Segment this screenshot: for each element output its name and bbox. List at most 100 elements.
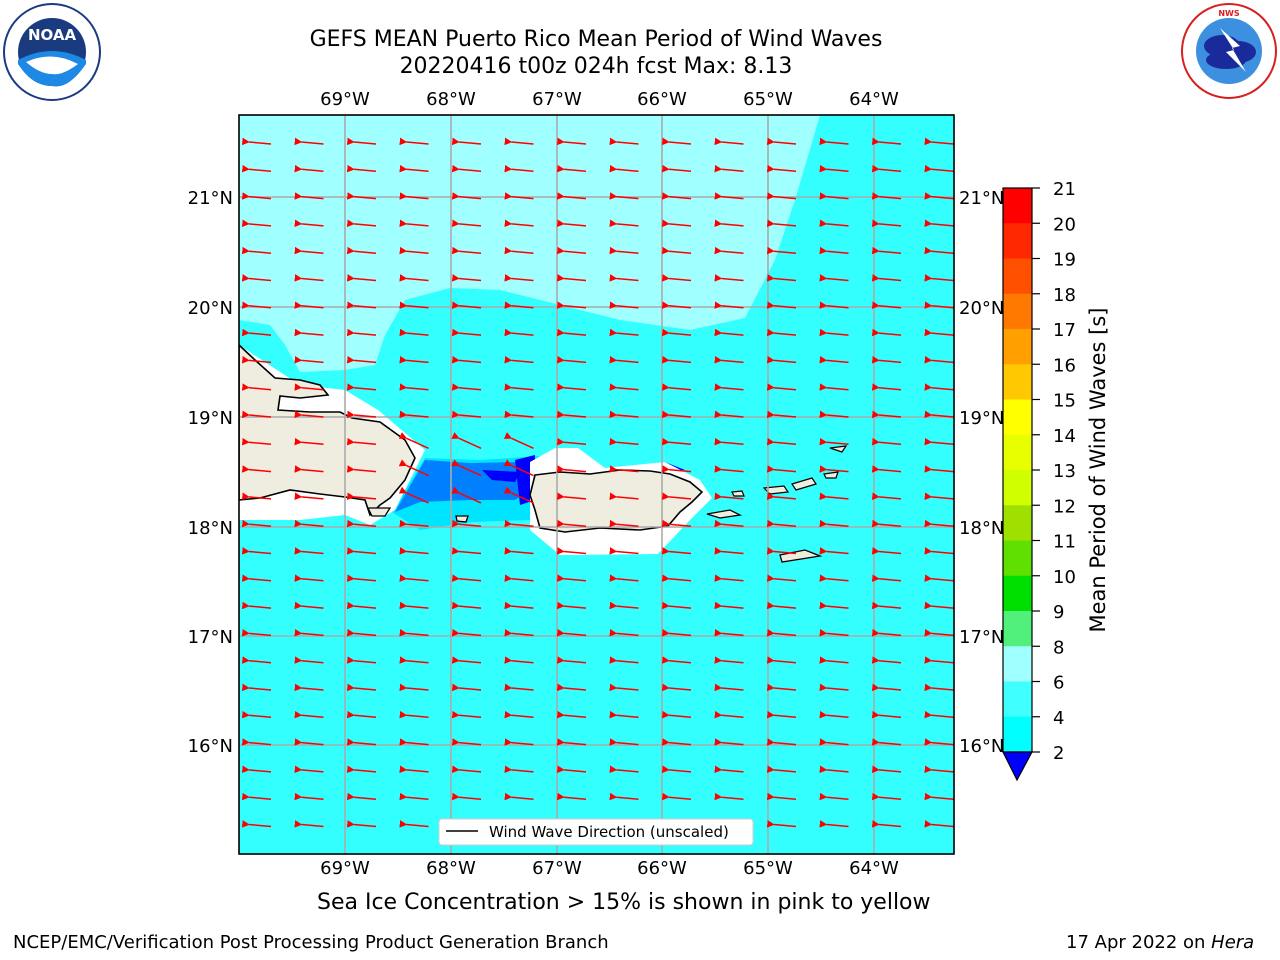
colorbar-cell: [1003, 434, 1032, 471]
wind-wave-arrow: [346, 710, 377, 719]
wind-wave-arrow: [766, 738, 797, 746]
wind-wave-arrow: [556, 574, 587, 582]
wind-wave-arrow: [714, 547, 744, 555]
wind-wave-arrow: [714, 792, 744, 801]
wind-wave-arrow: [609, 574, 639, 582]
wind-wave-arrow: [504, 656, 534, 664]
wind-wave-arrow: [714, 437, 744, 446]
wind-wave-arrow: [819, 601, 849, 610]
wind-wave-arrow: [819, 792, 849, 801]
wind-wave-arrow: [924, 301, 954, 309]
wind-wave-arrow: [451, 738, 482, 746]
wind-wave-arrow: [346, 656, 377, 664]
wind-wave-arrow: [399, 356, 429, 364]
wind-wave-arrow: [766, 356, 797, 364]
wind-wave-arrow: [294, 246, 324, 255]
wind-wave-arrow: [294, 437, 324, 446]
wind-wave-arrow: [819, 765, 849, 774]
wind-wave-arrow: [819, 574, 849, 582]
wind-wave-arrow: [609, 437, 639, 446]
wind-wave-arrow: [924, 629, 954, 637]
wind-wave-arrow: [924, 683, 954, 692]
wind-wave-arrow: [556, 792, 587, 801]
colorbar-cell: [1003, 223, 1032, 259]
wind-wave-arrow: [819, 547, 849, 555]
wind-wave-arrow: [451, 432, 482, 449]
wind-wave-arrow: [294, 465, 324, 473]
lon-label-top: 65°W: [743, 89, 793, 110]
wind-wave-arrow: [714, 192, 744, 200]
wind-wave-arrow: [714, 356, 744, 364]
wind-wave-arrow: [819, 410, 849, 419]
wind-wave-arrow: [871, 792, 902, 801]
lat-label-right: 19°N: [959, 408, 1004, 429]
wind-wave-arrow: [504, 301, 534, 309]
chart-subtitle: 20220416 t00z 024h fcst Max: 8.13: [399, 54, 793, 79]
wind-wave-arrow: [451, 356, 482, 364]
wind-wave-arrow: [451, 574, 482, 582]
wind-wave-arrow: [241, 274, 272, 282]
wind-wave-arrow: [241, 574, 272, 582]
wind-wave-arrow: [504, 219, 534, 228]
colorbar-tick-label: 4: [1053, 708, 1064, 729]
wind-wave-arrow: [766, 629, 797, 637]
mona-passage-dark: [482, 470, 520, 482]
lon-label-bottom: 67°W: [532, 858, 582, 879]
wind-wave-arrow: [819, 683, 849, 692]
colorbar-cell: [1003, 329, 1032, 365]
wind-wave-arrow: [556, 246, 587, 255]
wind-wave-arrow: [871, 383, 902, 391]
wind-wave-arrow: [556, 356, 587, 364]
wind-wave-arrow: [504, 137, 534, 146]
wind-wave-arrow: [819, 219, 849, 228]
wind-wave-arrow: [399, 519, 429, 528]
wind-wave-arrow: [819, 465, 849, 473]
wind-wave-arrow: [609, 547, 639, 555]
wind-wave-arrow: [661, 738, 692, 746]
wind-wave-arrow: [294, 356, 324, 364]
wind-wave-arrow: [346, 192, 377, 200]
wind-wave-arrow: [609, 683, 639, 692]
wind-wave-arrow: [871, 574, 902, 582]
wind-wave-arrow: [661, 410, 692, 419]
wind-wave-arrow: [241, 410, 272, 419]
wind-wave-arrow: [504, 356, 534, 364]
wind-wave-arrow: [609, 465, 639, 473]
wind-wave-arrow: [609, 192, 639, 200]
wind-wave-arrow: [346, 492, 377, 501]
wind-wave-arrow: [871, 465, 902, 473]
wind-wave-arrow: [346, 683, 377, 692]
wind-wave-arrow: [924, 192, 954, 200]
wind-wave-arrow: [871, 356, 902, 364]
wind-wave-arrow: [714, 519, 744, 528]
wind-wave-arrow: [609, 328, 639, 337]
wind-wave-arrow: [294, 792, 324, 801]
wind-wave-arrow: [871, 137, 902, 146]
wind-wave-arrow: [241, 519, 272, 528]
wind-wave-arrow: [399, 547, 429, 555]
wind-wave-arrow: [346, 765, 377, 774]
wind-wave-arrow: [399, 274, 429, 282]
wind-wave-arrow: [924, 492, 954, 501]
wind-wave-arrow: [766, 219, 797, 228]
wind-wave-arrow: [399, 410, 429, 419]
wind-wave-arrow: [504, 710, 534, 719]
wind-wave-arrow: [819, 492, 849, 501]
wind-wave-arrow: [714, 246, 744, 255]
wind-wave-arrow: [661, 792, 692, 801]
vieques-island: [706, 509, 743, 519]
wind-wave-arrow: [504, 246, 534, 255]
wind-wave-arrow: [766, 301, 797, 309]
wind-wave-arrow: [241, 465, 272, 473]
wind-wave-arrow: [819, 164, 849, 173]
wind-wave-arrow: [924, 792, 954, 801]
wind-wave-arrow: [241, 383, 272, 391]
wind-wave-arrow: [294, 192, 324, 200]
wind-wave-arrow: [661, 301, 692, 309]
lat-label-right: 17°N: [959, 627, 1004, 648]
lat-label-left: 19°N: [188, 408, 233, 429]
wind-wave-arrow: [399, 574, 429, 582]
wind-wave-arrow: [819, 383, 849, 391]
wind-wave-arrow: [609, 274, 639, 282]
